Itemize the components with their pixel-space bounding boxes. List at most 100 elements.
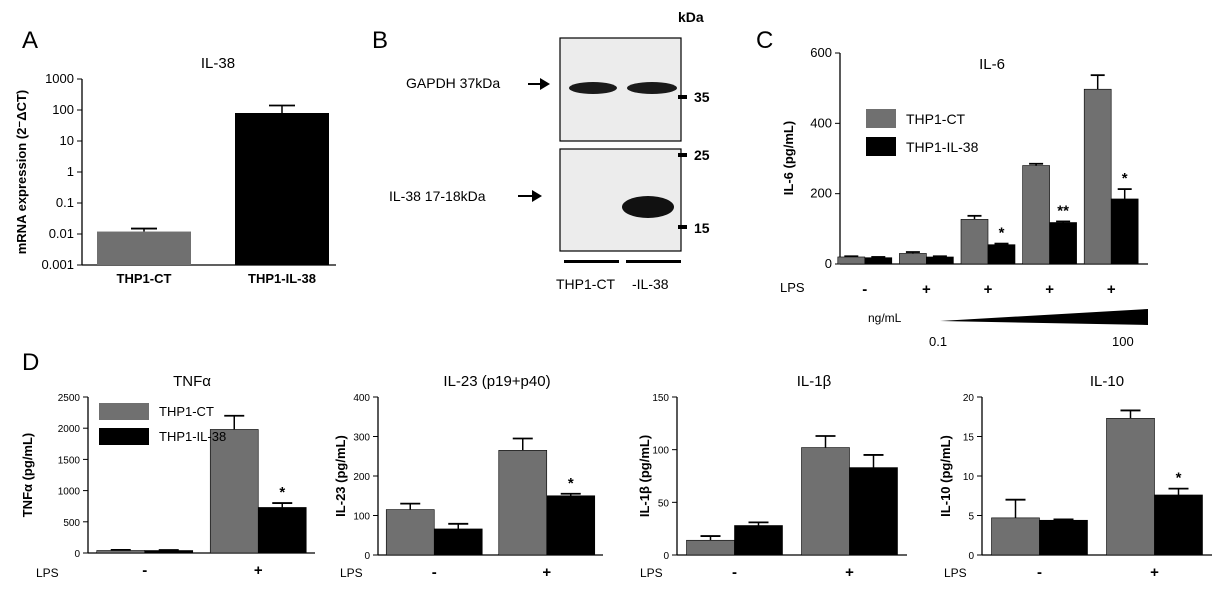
legend-swatch — [99, 428, 149, 445]
western-blot: kDa GAPDH 37kDa IL-38 17-18kDa 35 25 15 … — [389, 9, 710, 292]
y-tick-label: 2000 — [58, 424, 81, 435]
bar-thp1-il-38 — [546, 495, 596, 556]
y-tick-label: 1500 — [58, 455, 81, 466]
y-tick-label: 200 — [353, 472, 370, 483]
chart-il38-mrna: IL-38 mRNA expression (2⁻ΔCT) 1000 100 10 1 0.… — [14, 55, 336, 286]
y-axis-label: IL-6 (pg/mL) — [781, 121, 796, 195]
gapdh-band-ct — [569, 82, 617, 94]
ngml-label: ng/mL — [868, 311, 902, 325]
chart-d1: TNFα TNFα (pg/mL) 0 500 1000 1500 2000 2500 - + * L… — [20, 373, 315, 580]
bar-thp1-il-38 — [1039, 519, 1088, 556]
significance-marker: * — [279, 484, 285, 501]
chart-title: IL-1β — [797, 373, 832, 390]
bar-thp1-il-38 — [734, 525, 783, 556]
y-axis-label: IL-23 (pg/mL) — [333, 435, 348, 517]
legend-entry: THP1-IL-38 — [159, 429, 226, 444]
x-category-label: + — [1045, 281, 1054, 298]
y-tick-label: 0 — [825, 256, 832, 271]
x-category-label: + — [984, 281, 993, 298]
dose-high-label: 100 — [1112, 334, 1134, 349]
bar-thp1-il-38 — [849, 467, 898, 556]
legend-entry: THP1-CT — [159, 404, 214, 419]
y-tick-label: 500 — [63, 518, 80, 529]
bar-thp1-il-38 — [987, 244, 1016, 265]
significance-marker: ** — [1057, 202, 1069, 219]
y-tick-label: 100 — [52, 102, 74, 117]
bar-thp1-ct — [1022, 165, 1050, 265]
gapdh-band-il38 — [627, 82, 677, 94]
legend-entry: THP1-CT — [906, 111, 966, 127]
y-axis-label: IL-10 (pg/mL) — [938, 435, 953, 517]
y-tick-label: 0.01 — [49, 226, 74, 241]
y-tick-label: 10 — [60, 133, 74, 148]
y-tick-label: 2500 — [58, 393, 81, 404]
x-category-label: THP1-CT — [117, 271, 172, 286]
bar-thp1-ct — [1106, 418, 1155, 556]
bar-thp1-ct — [96, 550, 146, 554]
y-tick-label: 100 — [353, 512, 370, 523]
y-axis-label: IL-1β (pg/mL) — [637, 435, 652, 517]
y-tick-label: 1 — [67, 164, 74, 179]
y-tick-label: 0.1 — [56, 195, 74, 210]
marker-35: 35 — [694, 89, 710, 105]
y-tick-label: 0 — [364, 551, 370, 562]
chart-c: IL-6 IL-6 (pg/mL) 0 200 400 600 - + + * + ** + * LPS TH… — [780, 45, 1148, 298]
bar-thp1-il-38 — [1154, 494, 1203, 556]
chart-d3: IL-1β IL-1β (pg/mL) 0 50 100 150 - + LPS — [637, 373, 907, 581]
bar-thp1-il-38 — [864, 257, 893, 265]
lane-bar-ct — [564, 260, 619, 263]
x-category-label: THP1-IL-38 — [248, 271, 316, 286]
y-tick-label: 150 — [652, 393, 669, 404]
x-category-label: + — [845, 564, 854, 581]
chart-title: IL-10 — [1090, 373, 1124, 390]
bar-thp1-il-38 — [144, 550, 194, 554]
bar-thp1-ct — [686, 539, 735, 556]
il38-band — [622, 196, 674, 218]
dose-low-label: 0.1 — [929, 334, 947, 349]
lane-label-il38: -IL-38 — [632, 276, 669, 292]
x-category-label: + — [922, 281, 931, 298]
x-category-label: - — [862, 281, 867, 298]
bar-thp1-ct — [97, 231, 191, 265]
x-axis-label: LPS — [944, 566, 967, 580]
bar-thp1-ct — [1083, 88, 1112, 265]
x-category-label: - — [1037, 564, 1042, 581]
bar-thp1-ct — [209, 429, 259, 554]
marker-tick-15 — [678, 225, 687, 229]
y-tick-label: 400 — [810, 115, 832, 130]
y-tick-label: 0.001 — [41, 257, 74, 272]
y-tick-label: 1000 — [45, 71, 74, 86]
bar-thp1-il-38 — [1110, 198, 1139, 265]
legend-entry: THP1-IL-38 — [906, 139, 979, 155]
y-tick-label: 10 — [963, 472, 975, 483]
y-tick-label: 0 — [663, 551, 669, 562]
y-axis-label: mRNA expression (2⁻ΔCT) — [14, 90, 29, 255]
y-tick-label: 0 — [968, 551, 974, 562]
legend-swatch — [866, 137, 896, 156]
marker-15: 15 — [694, 220, 710, 236]
bar-thp1-il-38 — [235, 113, 329, 265]
bar-thp1-il-38 — [926, 256, 954, 265]
x-category-label: + — [254, 562, 263, 579]
legend-swatch — [866, 109, 896, 128]
x-category-label: + — [1107, 281, 1116, 298]
chart-title: IL-23 (p19+p40) — [443, 373, 550, 390]
significance-marker: * — [1176, 470, 1182, 487]
chart-title: TNFα — [173, 373, 211, 390]
bar-thp1-il-38 — [257, 507, 307, 554]
legend-swatch — [99, 403, 149, 420]
x-axis-label: LPS — [36, 566, 59, 580]
y-tick-label: 1000 — [58, 487, 81, 498]
y-tick-label: 200 — [810, 186, 832, 201]
y-tick-label: 400 — [353, 393, 370, 404]
marker-25: 25 — [694, 147, 710, 163]
x-axis-label: LPS — [340, 566, 363, 580]
bar-thp1-il-38 — [433, 528, 483, 556]
lane-bar-il38 — [626, 260, 681, 263]
y-tick-label: 15 — [963, 433, 975, 444]
bar-thp1-il-38 — [1049, 222, 1077, 265]
y-tick-label: 100 — [652, 446, 669, 457]
lane-label-ct: THP1-CT — [556, 276, 616, 292]
